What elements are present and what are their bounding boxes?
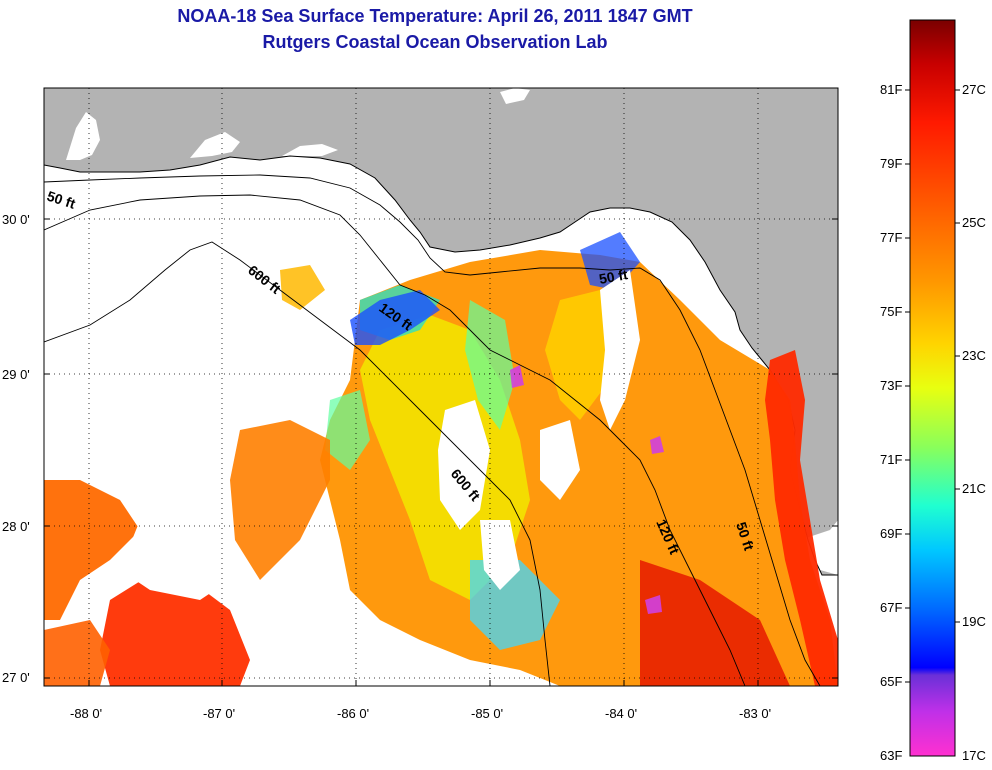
- lon-tick-label: -85 0': [471, 706, 504, 721]
- sst-field-magenta: [645, 595, 662, 614]
- sst-field-magenta: [510, 365, 524, 388]
- colorbar-f-label: 77F: [880, 230, 903, 245]
- land-lower: [800, 520, 838, 575]
- cloud-gap: [480, 520, 520, 590]
- colorbar-f-label: 71F: [880, 452, 903, 467]
- sst-field-cyan: [465, 300, 515, 430]
- sst-field-red: [765, 350, 838, 686]
- page-subtitle: Rutgers Coastal Ocean Observation Lab: [262, 32, 608, 52]
- page-title: NOAA-18 Sea Surface Temperature: April 2…: [177, 6, 693, 26]
- lat-tick-label: 30 0': [2, 212, 30, 227]
- sst-field-red: [640, 560, 790, 686]
- colorbar-c-label: 27C: [962, 82, 986, 97]
- sst-field-orange: [44, 480, 140, 620]
- lon-tick-label: -86 0': [337, 706, 370, 721]
- colorbar-c-label: 25C: [962, 215, 986, 230]
- sst-field-cyan: [470, 560, 560, 650]
- cloud-gap: [600, 270, 640, 430]
- lat-tick-label: 29 0': [2, 367, 30, 382]
- colorbar-f-label: 69F: [880, 526, 903, 541]
- sst-field-blue: [350, 290, 440, 345]
- lon-tick-label: -84 0': [605, 706, 638, 721]
- lon-tick-label: -87 0': [203, 706, 236, 721]
- isobath-line: [44, 174, 821, 686]
- colorbar-f-label: 63F: [880, 748, 903, 763]
- cloud-gap: [540, 420, 580, 500]
- lat-tick-label: 28 0': [2, 519, 30, 534]
- sst-field-cyan: [325, 390, 370, 470]
- map-border: [43, 87, 839, 687]
- colorbar-f-label: 81F: [880, 82, 903, 97]
- colorbar: [909, 19, 956, 757]
- tick-marks: [44, 218, 838, 686]
- lon-tick-label: -88 0': [70, 706, 103, 721]
- bay: [66, 112, 100, 160]
- sst-field-orange: [230, 420, 330, 580]
- colorbar-f-label: 73F: [880, 378, 903, 393]
- isobath-line: [44, 194, 746, 686]
- isobath-line: [44, 241, 551, 686]
- sst-field-red: [100, 575, 250, 686]
- lon-tick-label: -83 0': [739, 706, 772, 721]
- colorbar-c-label: 23C: [962, 348, 986, 363]
- colorbar-c-label: 21C: [962, 481, 986, 496]
- colorbar-f-label: 75F: [880, 304, 903, 319]
- bay: [282, 144, 338, 156]
- lat-tick-label: 27 0': [2, 670, 30, 685]
- isobath-label: 50 ft: [598, 266, 629, 287]
- colorbar-f-label: 65F: [880, 674, 903, 689]
- colorbar-f-label: 79F: [880, 156, 903, 171]
- cloud-gap: [438, 400, 490, 530]
- colorbar-c-label: 17C: [962, 748, 986, 763]
- cloud-gap: [120, 520, 230, 600]
- sst-field-orange: [44, 620, 110, 686]
- colorbar-c-label: 19C: [962, 614, 986, 629]
- sst-field-magenta: [650, 436, 664, 454]
- bay: [500, 88, 530, 104]
- bay: [190, 132, 240, 158]
- colorbar-f-label: 67F: [880, 600, 903, 615]
